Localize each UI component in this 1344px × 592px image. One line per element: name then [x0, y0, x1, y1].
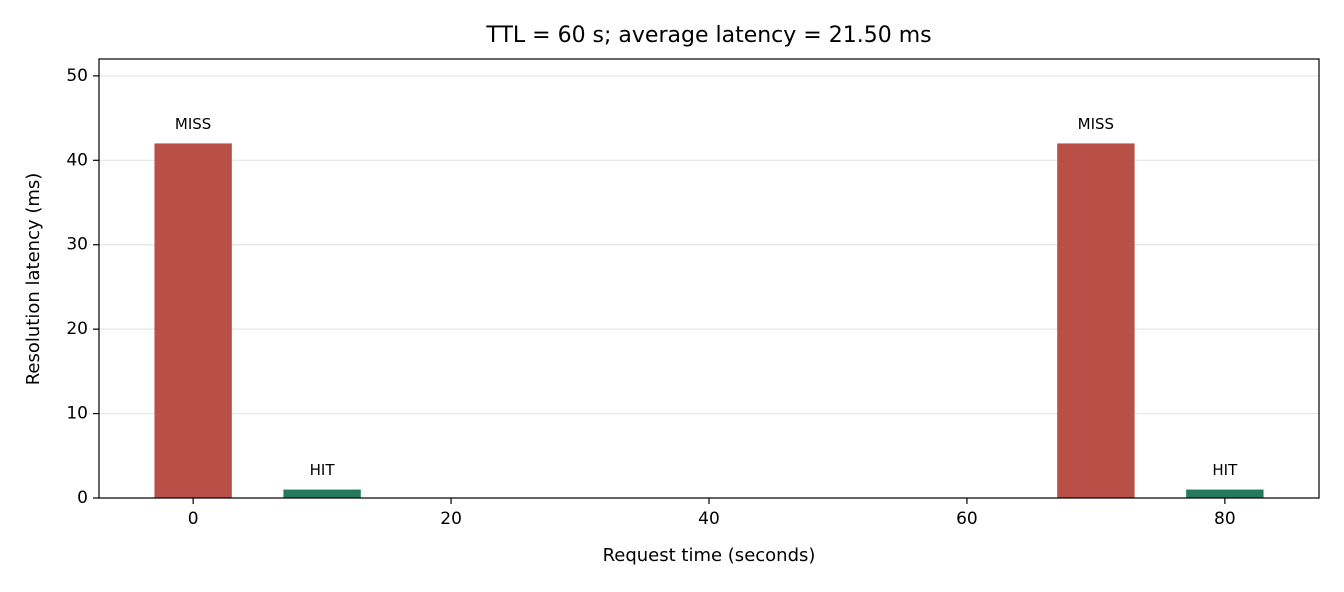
y-tick-label: 40 [66, 150, 88, 170]
bar [154, 143, 232, 498]
bar-label: HIT [1212, 461, 1238, 479]
y-tick-label: 20 [66, 319, 88, 339]
y-tick-label: 0 [77, 488, 88, 508]
bar-label: MISS [1078, 115, 1114, 133]
y-tick-label: 50 [66, 66, 88, 86]
chart-title: TTL = 60 s; average latency = 21.50 ms [485, 23, 931, 48]
y-tick-label: 10 [66, 404, 88, 424]
x-tick-label: 60 [956, 509, 978, 529]
bar-label: HIT [310, 461, 336, 479]
plot-frame [98, 58, 1320, 499]
bar [1186, 489, 1264, 498]
bar-label: MISS [175, 115, 211, 133]
x-tick-label: 20 [440, 509, 462, 529]
x-axis-label: Request time (seconds) [603, 545, 816, 566]
x-tick-label: 0 [188, 509, 199, 529]
x-tick-label: 80 [1214, 509, 1236, 529]
y-tick-label: 30 [66, 235, 88, 255]
y-axis-label: Resolution latency (ms) [23, 173, 44, 386]
x-tick-label: 40 [698, 509, 720, 529]
bar [1057, 143, 1135, 498]
bar [283, 489, 361, 498]
